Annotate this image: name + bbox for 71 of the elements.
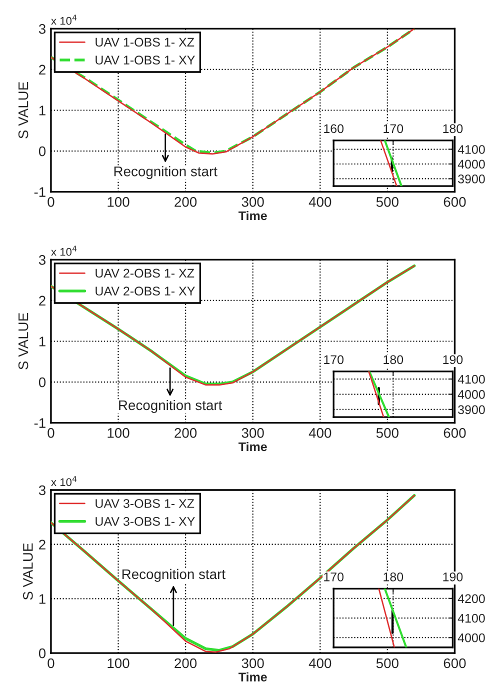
text: x 10$^{4}$ xyxy=(51,246,77,256)
x-tick-label: 170 xyxy=(324,355,344,364)
x-tick-label: 160 xyxy=(324,124,344,134)
x-tick-label: 100 xyxy=(108,658,130,668)
x-tick-label: 200 xyxy=(174,197,197,207)
x-tick-label: 190 xyxy=(443,355,463,364)
x-tick-label: 600 xyxy=(444,197,466,207)
legend-label: UAV 3-OBS 1- XY xyxy=(96,516,195,526)
y-tick-label: 4100 xyxy=(458,374,485,384)
x-axis-title: Time xyxy=(238,210,267,220)
x-tick-label: 500 xyxy=(376,197,398,207)
y-tick-label: 1 xyxy=(39,594,46,604)
x-tick-label: 100 xyxy=(108,197,130,207)
y-tick-label: 3 xyxy=(38,24,46,34)
y-tick-label: 4000 xyxy=(458,160,485,169)
x-tick-label: 400 xyxy=(308,658,332,668)
legend-label: UAV 3-OBS 1- XZ xyxy=(96,499,194,508)
y-tick-label: 2 xyxy=(39,296,46,306)
y-tick-label: -1 xyxy=(34,418,46,428)
y-tick-label: 2 xyxy=(39,64,46,75)
x-axis-title: Time xyxy=(238,672,267,682)
legend-label: UAV 2-OBS 1- XY xyxy=(96,286,195,296)
legend-label: UAV 1-OBS 1- XY xyxy=(96,56,195,65)
y-tick-label: 3 xyxy=(38,485,46,496)
y-tick-label: 4100 xyxy=(458,145,485,154)
y-tick-label: 4100 xyxy=(458,614,485,623)
x-tick-label: 500 xyxy=(376,428,398,438)
legend-label: UAV 2-OBS 1- XZ xyxy=(96,268,194,278)
y-tick-label: 3900 xyxy=(458,174,485,184)
y-tick-label: 0 xyxy=(38,648,46,658)
x-tick-label: 180 xyxy=(384,572,404,582)
y-tick-label: 0 xyxy=(38,146,46,156)
x-tick-label: 190 xyxy=(443,572,463,582)
x-tick-label: 600 xyxy=(444,658,466,668)
x-tick-label: 500 xyxy=(376,658,398,668)
y-tick-label: 3 xyxy=(38,255,46,265)
x-tick-label: 0 xyxy=(48,658,54,668)
y-tick-label: -1 xyxy=(34,187,46,197)
y-tick-label: 4200 xyxy=(458,594,485,604)
x-tick-label: 100 xyxy=(108,428,130,438)
x-tick-label: 300 xyxy=(242,658,264,668)
legend-label: UAV 1-OBS 1- XZ xyxy=(96,38,194,47)
x-tick-label: 180 xyxy=(384,355,404,364)
x-tick-label: 0 xyxy=(48,197,54,207)
annotation: Recognition start xyxy=(122,568,226,582)
y-tick-label: 1 xyxy=(39,336,46,346)
text: x 10$^{4}$ xyxy=(51,14,77,25)
annotation: Recognition start xyxy=(119,400,222,413)
x-axis-title: Time xyxy=(238,442,267,452)
x-tick-label: 180 xyxy=(443,124,463,134)
x-tick-label: 300 xyxy=(242,428,264,438)
y-tick-label: 0 xyxy=(38,377,46,388)
x-tick-label: 300 xyxy=(242,197,264,207)
y-tick-label: 4000 xyxy=(458,633,485,642)
annotation: Recognition start xyxy=(114,166,218,180)
y-tick-label: 1 xyxy=(39,106,46,116)
x-tick-label: 200 xyxy=(174,658,197,668)
x-tick-label: 400 xyxy=(308,197,332,207)
x-tick-label: 170 xyxy=(384,124,404,134)
y-axis-title: S VALUE xyxy=(18,82,28,138)
y-tick-label: 4000 xyxy=(458,390,485,399)
x-tick-label: 0 xyxy=(48,428,54,438)
text: x 10$^{4}$ xyxy=(51,476,77,486)
y-axis-title: S VALUE xyxy=(23,543,33,600)
y-tick-label: 3900 xyxy=(458,405,485,414)
y-axis-title: S VALUE xyxy=(18,313,28,370)
x-tick-label: 600 xyxy=(444,428,466,438)
x-tick-label: 400 xyxy=(308,428,332,438)
y-tick-label: 2 xyxy=(39,540,46,550)
x-tick-label: 200 xyxy=(174,428,197,438)
x-tick-label: 170 xyxy=(324,572,344,582)
